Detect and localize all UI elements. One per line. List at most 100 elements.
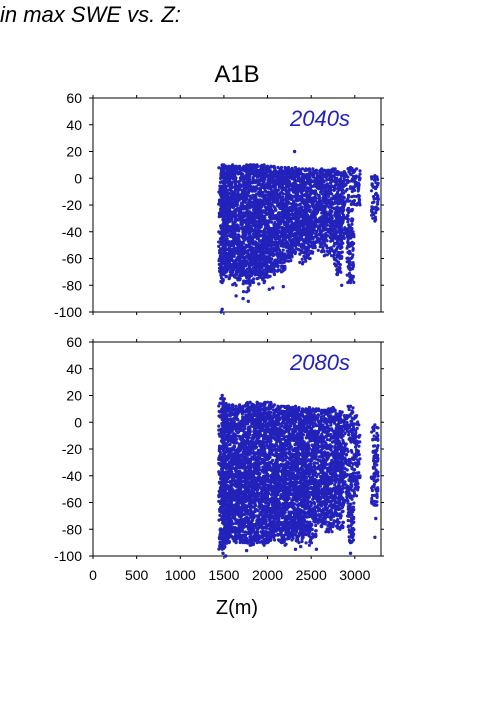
data-point <box>281 195 285 199</box>
data-point <box>245 219 250 223</box>
data-point <box>339 229 343 233</box>
data-point <box>272 273 277 277</box>
data-point <box>269 263 274 267</box>
data-point <box>318 196 322 200</box>
data-point <box>273 236 277 241</box>
data-point <box>263 218 267 223</box>
data-point <box>218 254 223 258</box>
data-point <box>291 217 296 221</box>
data-point <box>373 219 377 223</box>
data-point <box>298 234 302 238</box>
data-point <box>290 223 294 227</box>
data-point <box>283 233 287 237</box>
y-tick-label: 20 <box>66 144 82 160</box>
data-point <box>245 274 250 278</box>
data-point <box>266 174 270 178</box>
data-point <box>263 193 268 197</box>
data-point <box>222 229 226 233</box>
data-point <box>231 195 235 199</box>
data-point <box>331 167 335 171</box>
data-point <box>235 188 239 192</box>
data-point <box>219 186 223 190</box>
data-point <box>347 210 351 215</box>
data-point <box>234 164 238 168</box>
data-point <box>347 251 351 255</box>
data-point <box>257 282 261 286</box>
data-point <box>338 256 342 261</box>
data-point <box>351 247 355 251</box>
data-point <box>291 227 295 231</box>
data-point <box>266 177 270 181</box>
data-point <box>328 175 332 179</box>
data-point <box>227 164 231 168</box>
data-point <box>283 267 287 271</box>
data-point <box>350 232 354 236</box>
data-point <box>301 243 305 247</box>
data-point <box>370 207 375 211</box>
data-point <box>336 206 340 210</box>
data-point <box>238 167 242 171</box>
data-point <box>357 197 361 201</box>
data-point <box>292 205 296 209</box>
data-point <box>266 235 270 239</box>
data-point <box>356 193 360 197</box>
data-point <box>242 219 246 224</box>
data-point <box>304 189 308 194</box>
data-point <box>225 222 229 226</box>
data-point <box>341 213 345 217</box>
data-point <box>226 227 230 231</box>
data-point <box>246 299 250 303</box>
data-point <box>217 244 221 248</box>
data-point <box>273 220 277 225</box>
data-point <box>339 199 343 203</box>
data-point <box>372 213 376 217</box>
data-point <box>272 183 276 187</box>
data-point <box>341 188 345 192</box>
data-point <box>249 241 253 245</box>
data-point <box>250 181 255 185</box>
data-point <box>349 228 353 233</box>
data-point <box>267 195 271 199</box>
data-point <box>309 235 313 239</box>
data-point <box>237 234 241 238</box>
data-point <box>257 227 261 231</box>
data-point <box>311 231 315 235</box>
y-tick-label: 60 <box>66 90 82 106</box>
data-point <box>324 237 328 241</box>
data-point <box>225 180 229 184</box>
data-point <box>305 215 309 219</box>
data-point <box>350 255 354 259</box>
data-point <box>308 179 313 183</box>
data-point <box>218 450 223 455</box>
data-point <box>235 243 239 247</box>
data-point <box>224 188 228 192</box>
data-point <box>287 224 291 228</box>
data-point <box>321 240 325 244</box>
data-point <box>281 248 285 252</box>
data-point <box>231 222 235 226</box>
data-point <box>347 271 352 276</box>
y-tick-label: -80 <box>62 277 82 293</box>
data-point <box>245 166 249 170</box>
data-point <box>297 207 301 211</box>
data-point <box>305 225 309 229</box>
data-point <box>239 172 243 176</box>
data-point <box>277 170 281 174</box>
data-point <box>335 259 339 263</box>
data-point <box>311 205 315 209</box>
data-point <box>320 171 324 175</box>
data-point <box>345 235 349 239</box>
data-point <box>234 184 239 188</box>
data-point <box>228 270 232 274</box>
y-tick-label: -80 <box>62 521 82 537</box>
data-point <box>238 187 242 191</box>
data-point <box>348 281 353 285</box>
data-point <box>333 232 337 237</box>
data-point <box>243 200 247 204</box>
data-point <box>236 258 240 262</box>
data-point <box>298 183 302 187</box>
data-point <box>352 199 356 203</box>
data-point <box>332 253 336 257</box>
